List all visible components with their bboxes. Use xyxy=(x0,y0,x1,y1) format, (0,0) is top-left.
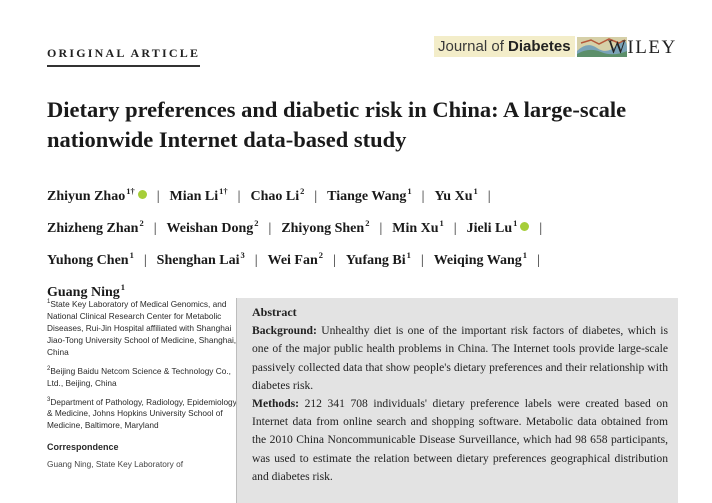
author-affil-sup: 2 xyxy=(300,186,305,196)
author[interactable]: Min Xu1 xyxy=(392,218,444,236)
author-separator: | xyxy=(420,253,424,268)
author-affil-sup: 1 xyxy=(473,186,478,196)
author-affil-sup: 1 xyxy=(407,186,412,196)
background-text: Unhealthy diet is one of the important r… xyxy=(252,324,668,392)
author-separator: | xyxy=(156,189,160,204)
author-separator: | xyxy=(143,253,147,268)
author-name: Zhiyong Shen xyxy=(281,221,365,236)
author-name: Zhiyun Zhao xyxy=(47,189,126,204)
author[interactable]: Mian Li1† xyxy=(169,186,228,204)
author[interactable]: Weiqing Wang1 xyxy=(433,250,527,268)
affiliation-item: 2Beijing Baidu Netcom Science & Technolo… xyxy=(47,363,237,389)
methods-label: Methods: xyxy=(252,397,300,411)
author[interactable]: Yuhong Chen1 xyxy=(47,250,134,268)
author[interactable]: Wei Fan2 xyxy=(267,250,324,268)
correspondence-text: Guang Ning, State Key Laboratory of xyxy=(47,459,184,470)
correspondence-heading: Correspondence xyxy=(47,442,119,453)
author-affil-sup: 3 xyxy=(240,250,245,260)
author[interactable]: Shenghan Lai3 xyxy=(156,250,245,268)
author[interactable]: Guang Ning1 xyxy=(47,282,125,300)
abstract: Abstract Background: Unhealthy diet is o… xyxy=(252,303,668,486)
affiliation-item: 1State Key Laboratory of Medical Genomic… xyxy=(47,296,237,358)
affiliation-text: Department of Pathology, Radiology, Epid… xyxy=(47,396,237,431)
author-name: Chao Li xyxy=(250,189,300,204)
affiliation-item: 3Department of Pathology, Radiology, Epi… xyxy=(47,394,237,432)
author[interactable]: Yufang Bi1 xyxy=(345,250,411,268)
author-name: Yu Xu xyxy=(434,189,473,204)
author-name: Yufang Bi xyxy=(345,253,406,268)
author-separator: | xyxy=(537,253,540,268)
author[interactable]: Yu Xu1 xyxy=(434,186,478,204)
author[interactable]: Tiange Wang1 xyxy=(327,186,412,204)
journal-name: Journal of Diabetes xyxy=(434,36,575,57)
author-affil-sup: 1 xyxy=(513,218,518,228)
affiliations: 1State Key Laboratory of Medical Genomic… xyxy=(47,296,237,475)
author-list: Zhiyun Zhao1† | Mian Li1† | Chao Li2 | Tiange … xyxy=(47,178,667,306)
author-separator: | xyxy=(153,221,157,236)
author-name: Tiange Wang xyxy=(327,189,407,204)
orcid-icon[interactable] xyxy=(137,190,147,199)
author-name: Min Xu xyxy=(392,221,439,236)
author-separator: | xyxy=(539,221,543,236)
author-affil-sup: 1† xyxy=(219,186,228,196)
author[interactable]: Jieli Lu1 xyxy=(466,218,530,236)
methods-text: 212 341 708 individuals' dietary prefere… xyxy=(252,397,668,483)
author-name: Mian Li xyxy=(169,189,219,204)
journal-banner-art-icon xyxy=(576,36,627,57)
affiliation-text: Beijing Baidu Netcom Science & Technolog… xyxy=(47,365,231,388)
affiliation-number: 2 xyxy=(47,365,51,372)
author-name: Jieli Lu xyxy=(466,221,513,236)
author[interactable]: Zhiyong Shen2 xyxy=(281,218,370,236)
author-separator: | xyxy=(254,253,258,268)
title-line-2: nationwide Internet data-based study xyxy=(47,127,407,152)
author-separator: | xyxy=(237,189,241,204)
author-separator: | xyxy=(421,189,425,204)
author-affil-sup: 2 xyxy=(318,250,324,260)
abstract-panel xyxy=(236,298,678,503)
author-separator: | xyxy=(314,189,318,204)
author[interactable]: Chao Li2 xyxy=(250,186,305,204)
author-affil-sup: 1 xyxy=(439,218,444,228)
publisher-logo[interactable]: WILEY xyxy=(608,37,677,58)
abstract-background: Background: Unhealthy diet is one of the… xyxy=(252,322,668,395)
affiliation-text: State Key Laboratory of Medical Genomics… xyxy=(47,298,237,357)
author[interactable]: Weishan Dong2 xyxy=(166,218,259,236)
author-separator: | xyxy=(333,253,336,268)
abstract-heading: Abstract xyxy=(252,305,297,319)
journal-name-bold: Diabetes xyxy=(508,38,571,55)
author-separator: | xyxy=(487,189,491,204)
author-separator: | xyxy=(379,221,383,236)
author-affil-sup: 1 xyxy=(406,250,411,260)
author-affil-sup: 2 xyxy=(365,218,370,228)
author-name: Weishan Dong xyxy=(166,221,254,236)
article-title: Dietary preferences and diabetic risk in… xyxy=(47,95,667,155)
author-name: Weiqing Wang xyxy=(433,253,522,268)
affiliation-number: 3 xyxy=(47,396,51,403)
author-affil-sup: 2 xyxy=(254,218,259,228)
title-line-1: Dietary preferences and diabetic risk in… xyxy=(47,97,627,122)
author-name: Zhizheng Zhan xyxy=(47,221,139,236)
author-separator: | xyxy=(268,221,272,236)
journal-logo[interactable]: Journal of Diabetes xyxy=(434,36,627,57)
author-name: Shenghan Lai xyxy=(156,253,240,268)
orcid-icon[interactable] xyxy=(520,222,530,231)
author-affil-sup: 1 xyxy=(129,250,134,260)
author[interactable]: Zhizheng Zhan2 xyxy=(47,218,144,236)
journal-name-prefix: Journal of xyxy=(438,38,509,55)
author-name: Yuhong Chen xyxy=(47,253,129,268)
author-separator: | xyxy=(453,221,457,236)
author-affil-sup: 2 xyxy=(139,218,144,228)
author-affil-sup: 1 xyxy=(522,250,527,260)
author-name: Guang Ning xyxy=(47,285,120,300)
abstract-methods: Methods: 212 341 708 individuals' dietar… xyxy=(252,395,668,486)
background-label: Background: xyxy=(252,324,317,338)
affiliation-number: 1 xyxy=(47,299,51,305)
author[interactable]: Zhiyun Zhao1† xyxy=(47,186,147,204)
author-affil-sup: 1 xyxy=(120,282,125,292)
author-affil-sup: 1† xyxy=(126,186,135,196)
section-label: ORIGINAL ARTICLE xyxy=(47,46,201,67)
author-name: Wei Fan xyxy=(267,253,318,268)
